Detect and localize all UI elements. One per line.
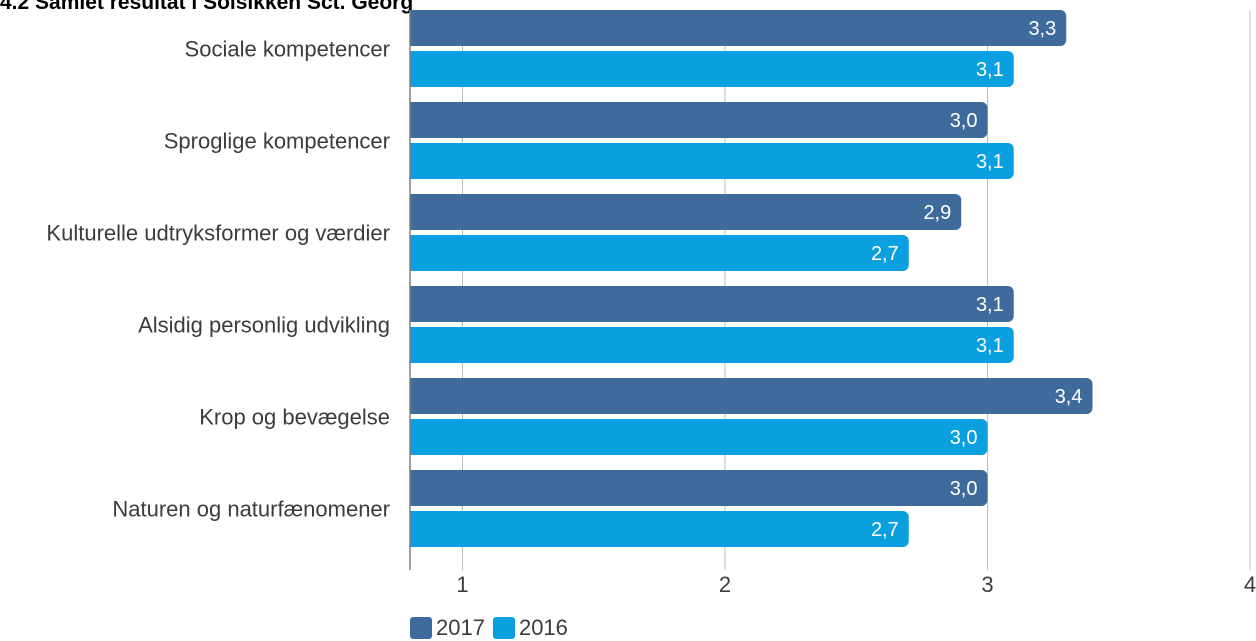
data-label: 3,0 [950, 427, 978, 449]
bar-2016 [410, 419, 988, 455]
category-label: Naturen og naturfænomener [112, 497, 390, 522]
data-label: 3,1 [976, 59, 1004, 81]
x-tick-label: 1 [456, 572, 468, 597]
bar-2017-base [410, 194, 420, 230]
bar-2016-base [410, 327, 420, 363]
bar-2016-base [410, 419, 420, 455]
bar-2017 [410, 194, 962, 230]
bar-2016-base [410, 511, 420, 547]
category-labels: Sociale kompetencer Sproglige kompetencer… [46, 37, 390, 522]
bar-2016 [410, 51, 1014, 87]
legend-swatch [410, 617, 432, 639]
bars: 3,3 3,1 3,0 3,1 2,9 2,7 3,1 3,1 3,4 3,0 3,0 2,7 [410, 10, 1093, 547]
data-label: 2,7 [871, 243, 899, 265]
data-label: 3,4 [1055, 386, 1083, 408]
legend: 2017 2016 [410, 615, 568, 641]
bar-2016 [410, 327, 1014, 363]
data-label: 3,0 [950, 478, 978, 500]
data-label: 2,9 [923, 202, 951, 224]
bar-2017 [410, 286, 1014, 322]
category-label: Alsidig personlig udvikling [138, 313, 390, 338]
tick-labels: 1 2 3 4 [456, 572, 1256, 597]
category-label: Krop og bevægelse [199, 405, 390, 430]
chart-title: 4.2 Samlet resultat i Solsikken Sct. Geo… [0, 0, 414, 14]
x-tick-label: 2 [719, 572, 731, 597]
bar-2017 [410, 378, 1093, 414]
legend-label: 2016 [518, 615, 568, 640]
bar-2017 [410, 470, 988, 506]
bar-2016-base [410, 143, 420, 179]
bar-2017-base [410, 470, 420, 506]
category-label: Kulturelle udtryksformer og værdier [46, 221, 390, 246]
legend-item-2017: 2017 [410, 615, 485, 641]
category-label: Sproglige kompetencer [164, 129, 390, 154]
data-label: 2,7 [871, 519, 899, 541]
bar-2017 [410, 10, 1067, 46]
legend-label: 2017 [436, 615, 485, 640]
data-label: 3,1 [976, 335, 1004, 357]
bar-2017-base [410, 102, 420, 138]
data-label: 3,1 [976, 151, 1004, 173]
bar-2016 [410, 235, 909, 271]
bar-2017-base [410, 10, 420, 46]
bar-2016 [410, 511, 909, 547]
legend-item-2016: 2016 [492, 615, 568, 641]
data-label: 3,0 [950, 110, 978, 132]
data-label: 3,3 [1028, 18, 1056, 40]
category-label: Sociale kompetencer [185, 37, 390, 62]
bar-2017-base [410, 286, 420, 322]
bar-2016-base [410, 51, 420, 87]
x-tick-label: 4 [1244, 572, 1256, 597]
bar-2017-base [410, 378, 420, 414]
bar-2016-base [410, 235, 420, 271]
bar-2016 [410, 143, 1014, 179]
data-label: 3,1 [976, 294, 1004, 316]
x-tick-label: 3 [981, 572, 993, 597]
legend-swatch [492, 617, 515, 639]
bar-2017 [410, 102, 988, 138]
